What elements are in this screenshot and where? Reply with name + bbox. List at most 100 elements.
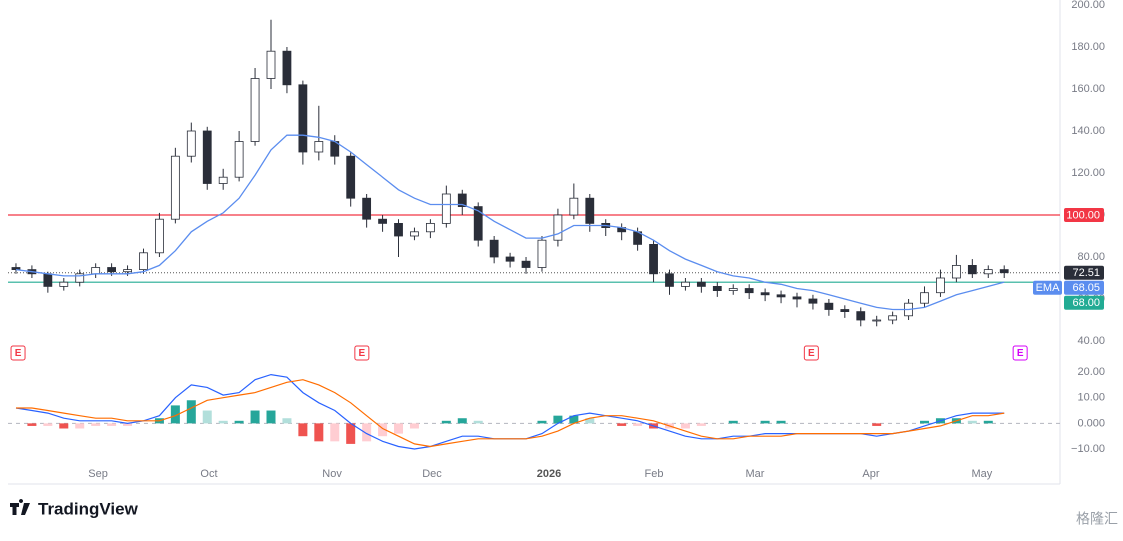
- candle-body: [808, 298, 818, 304]
- candle-body: [744, 288, 754, 294]
- candle-body: [665, 273, 674, 287]
- candle-body: [967, 264, 977, 275]
- candle-body: [410, 231, 419, 237]
- histogram-bar: [920, 420, 930, 424]
- histogram-bar: [298, 423, 308, 437]
- histogram-bar: [107, 423, 117, 426]
- candle-body: [537, 239, 547, 268]
- x-tick-label: Oct: [200, 468, 217, 480]
- histogram-bar: [218, 420, 228, 424]
- histogram-bar: [872, 423, 882, 426]
- histogram-bar: [91, 423, 101, 426]
- price-label: 100.00: [1066, 209, 1100, 221]
- candle-body: [792, 296, 802, 300]
- x-tick-label: May: [972, 468, 993, 480]
- candle-body: [75, 273, 85, 283]
- histogram-bar: [776, 420, 786, 424]
- histogram-bar: [537, 420, 547, 424]
- candle-body: [425, 222, 435, 233]
- candle-body: [218, 176, 228, 184]
- candle-body: [553, 214, 563, 241]
- candle-body: [776, 294, 786, 298]
- candle-body: [649, 243, 658, 275]
- candle-body: [728, 288, 738, 291]
- earnings-marker: [10, 345, 26, 361]
- logo-text: TradingView: [38, 499, 139, 518]
- price-label-box: [1064, 295, 1104, 310]
- price-label: 72.51: [1072, 267, 1100, 279]
- histogram-bar: [43, 423, 53, 426]
- y-tick-label: 160.00: [1071, 83, 1105, 95]
- candle-body: [266, 50, 276, 79]
- x-tick-label: Dec: [422, 468, 442, 480]
- histogram-bar: [234, 420, 244, 424]
- candle-body: [314, 141, 324, 153]
- earnings-label: E: [15, 348, 22, 359]
- histogram-bar: [617, 423, 627, 426]
- y-tick-label: 80.00: [1077, 251, 1105, 263]
- logo: TradingView: [10, 499, 139, 518]
- candle-body: [91, 267, 101, 275]
- price-label-box: [1064, 208, 1104, 222]
- candle-body: [378, 218, 387, 224]
- histogram-bar: [760, 420, 770, 424]
- earnings-marker: [354, 345, 370, 361]
- candle-body: [234, 141, 244, 178]
- x-tick-label: 2026: [537, 468, 561, 480]
- histogram-bar: [362, 423, 372, 442]
- candle-body: [457, 193, 467, 207]
- candle-body: [696, 281, 706, 287]
- candle-body: [250, 78, 260, 142]
- candle-body: [11, 267, 21, 270]
- earnings-marker: [1012, 345, 1028, 361]
- logo-icon: [10, 499, 30, 515]
- earnings-label: E: [808, 348, 815, 359]
- histogram-bar: [346, 423, 356, 444]
- histogram-bar: [585, 418, 595, 424]
- y-tick-label: 180.00: [1071, 41, 1105, 53]
- x-tick-label: Apr: [862, 468, 879, 480]
- histogram-bar: [314, 423, 324, 442]
- candle-body: [394, 222, 403, 237]
- x-tick-label: Feb: [645, 468, 664, 480]
- candle-body: [139, 252, 148, 271]
- y-tick-label: 140.00: [1071, 125, 1105, 137]
- earnings-marker: [803, 345, 819, 361]
- x-tick-label: Mar: [745, 468, 764, 480]
- histogram-bar: [553, 415, 563, 424]
- earnings-label: E: [1017, 348, 1024, 359]
- histogram-bar: [266, 410, 276, 424]
- histogram-bar: [123, 423, 133, 426]
- candle-body: [473, 206, 483, 241]
- x-tick-label: Nov: [322, 468, 342, 480]
- candle-body: [43, 273, 53, 287]
- candle-body: [569, 197, 579, 216]
- candle-body: [441, 193, 451, 224]
- candle-body: [824, 302, 834, 310]
- candle-body: [521, 260, 531, 268]
- candle-body: [840, 309, 850, 312]
- histogram-bar: [696, 423, 706, 426]
- candle-body: [872, 319, 882, 322]
- histogram-bar: [983, 420, 993, 424]
- y-tick-label: −10.00: [1071, 443, 1105, 455]
- earnings-label: E: [359, 348, 366, 359]
- histogram-bar: [330, 423, 340, 442]
- y-tick-label: 40.00: [1077, 335, 1105, 347]
- histogram-bar: [75, 423, 85, 429]
- y-tick-label: 200.00: [1071, 0, 1105, 11]
- histogram-bar: [394, 423, 404, 434]
- candle-body: [170, 155, 180, 220]
- candle-body: [983, 269, 993, 275]
- price-label-box: [1064, 280, 1104, 295]
- candle-body: [505, 256, 515, 262]
- price-label-box: [1064, 265, 1104, 280]
- y-tick-label: 20.00: [1077, 366, 1105, 378]
- histogram-bar: [680, 423, 690, 429]
- candle-body: [888, 315, 898, 321]
- histogram-bar: [967, 420, 977, 424]
- candle-body: [346, 155, 356, 199]
- candle-body: [489, 239, 499, 258]
- histogram-bar: [473, 420, 483, 424]
- candle-body: [155, 218, 164, 254]
